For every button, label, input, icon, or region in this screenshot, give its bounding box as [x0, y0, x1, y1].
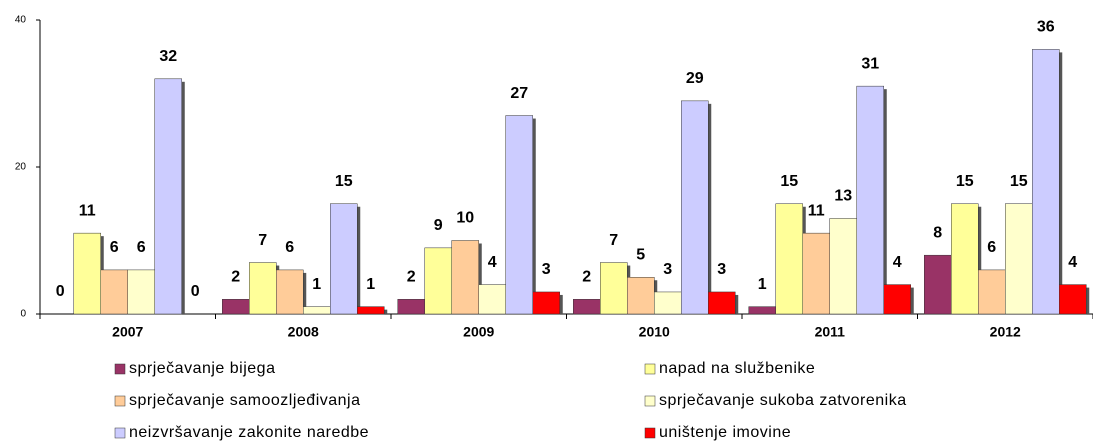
bar	[708, 291, 736, 315]
data-label: 7	[609, 232, 618, 249]
data-label: 11	[79, 202, 96, 219]
data-label: 15	[956, 173, 974, 190]
y-tick-label: 20	[15, 162, 27, 173]
data-label: 6	[110, 239, 119, 256]
bar	[951, 203, 979, 315]
bar	[681, 100, 709, 315]
x-tick-label: 2012	[990, 324, 1021, 340]
data-label: 13	[834, 188, 852, 205]
data-label: 8	[933, 224, 942, 241]
bar	[154, 78, 182, 315]
legend-swatch	[644, 363, 656, 375]
x-tick-label: 2007	[112, 324, 143, 340]
bar	[627, 277, 655, 315]
bar	[330, 203, 358, 315]
data-label: 31	[861, 55, 879, 72]
bar	[222, 299, 250, 315]
bar	[424, 247, 452, 315]
bar	[73, 232, 101, 315]
bar	[1032, 49, 1060, 315]
bar	[397, 299, 425, 315]
data-label: 6	[987, 239, 996, 256]
data-label: 3	[717, 261, 726, 278]
data-label: 4	[488, 254, 497, 271]
data-label: 11	[808, 202, 825, 219]
data-label: 2	[231, 269, 240, 286]
legend-swatch	[114, 395, 126, 407]
data-label: 32	[159, 48, 177, 65]
bar	[748, 306, 776, 315]
data-label: 9	[434, 217, 443, 234]
data-label: 1	[758, 276, 767, 293]
bar	[478, 284, 506, 315]
x-tick-label: 2008	[288, 324, 319, 340]
bar	[829, 218, 857, 315]
data-label: 0	[56, 283, 65, 300]
bar	[883, 284, 911, 315]
x-tick-label: 2009	[463, 324, 494, 340]
bar	[127, 269, 155, 315]
data-label: 3	[542, 261, 551, 278]
y-tick-label: 0	[20, 309, 26, 320]
bar	[303, 306, 331, 315]
bar	[924, 254, 952, 315]
data-label: 6	[137, 239, 146, 256]
legend-label: sprječavanje sukoba zatvorenika	[659, 392, 907, 409]
data-label: 36	[1037, 19, 1055, 36]
data-label: 4	[1068, 254, 1077, 271]
legend-swatch	[644, 395, 656, 407]
x-tick-label: 2010	[639, 324, 670, 340]
data-label: 15	[780, 173, 798, 190]
legend-label: uništenje imovine	[659, 424, 791, 441]
legend-swatch	[644, 427, 656, 439]
bar	[505, 115, 533, 315]
data-label: 0	[191, 283, 200, 300]
bar	[451, 240, 479, 315]
data-label: 10	[456, 210, 474, 227]
legend-label: sprječavanje samoozljeđivanja	[129, 392, 361, 409]
bar	[1005, 203, 1033, 315]
bar	[249, 262, 277, 315]
legend-label: neizvršavanje zakonite naredbe	[129, 424, 369, 441]
legend-label: napad na službenike	[659, 360, 815, 377]
data-label: 6	[285, 239, 294, 256]
x-tick-label: 2011	[815, 324, 846, 340]
data-label: 29	[686, 70, 704, 87]
data-label: 7	[258, 232, 267, 249]
data-label: 2	[407, 269, 416, 286]
bar	[532, 291, 560, 315]
legend-swatch	[114, 427, 126, 439]
data-label: 5	[636, 246, 645, 263]
legend-label: sprječavanje bijega	[129, 360, 275, 377]
bar	[100, 269, 128, 315]
data-label: 15	[1010, 173, 1028, 190]
data-label: 1	[312, 276, 321, 293]
bar	[856, 85, 884, 315]
bar	[573, 299, 601, 315]
bar	[600, 262, 628, 315]
data-label: 2	[582, 269, 591, 286]
bar	[654, 291, 682, 315]
data-label: 27	[510, 85, 528, 102]
legend-swatch	[114, 363, 126, 375]
bar	[357, 306, 385, 315]
data-label: 15	[335, 173, 353, 190]
bar	[775, 203, 803, 315]
data-label: 3	[663, 261, 672, 278]
bar	[1059, 284, 1087, 315]
bar	[802, 232, 830, 315]
data-label: 4	[893, 254, 902, 271]
bar	[978, 269, 1006, 315]
data-label: 1	[366, 276, 375, 293]
bar	[276, 269, 304, 315]
y-tick-label: 40	[15, 15, 27, 26]
